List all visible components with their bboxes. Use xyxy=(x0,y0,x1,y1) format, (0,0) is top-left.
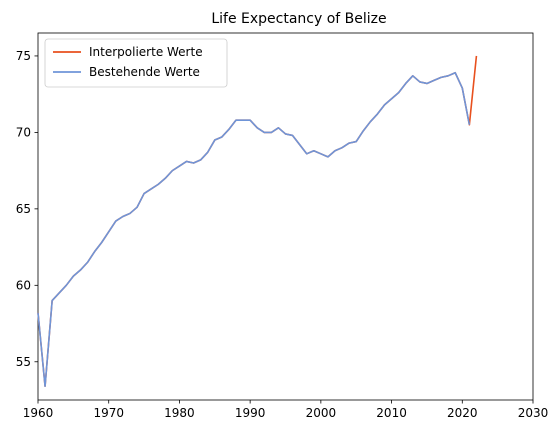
legend-box xyxy=(44,38,228,88)
legend-label: Interpolierte Werte xyxy=(89,45,203,59)
series-layer xyxy=(37,55,478,388)
plot-area xyxy=(37,32,534,401)
x-tick-label: 1970 xyxy=(93,406,124,420)
series-line-interpolated xyxy=(37,55,478,388)
x-tick-label: 1960 xyxy=(23,406,54,420)
x-tick-label: 2020 xyxy=(447,406,478,420)
chart-title: Life Expectancy of Belize xyxy=(211,11,386,27)
x-tick-label: 1990 xyxy=(235,406,266,420)
x-tick-label: 2030 xyxy=(518,406,549,420)
y-axis: 55 60 65 70 75 xyxy=(16,49,38,369)
series-line-existing xyxy=(37,71,471,388)
x-tick-label: 2000 xyxy=(306,406,337,420)
y-tick-label: 55 xyxy=(16,355,31,369)
legend-label: Bestehende Werte xyxy=(89,65,200,79)
legend: Interpolierte Werte Bestehende Werte xyxy=(44,38,228,88)
plot-frame xyxy=(37,32,534,401)
y-tick-label: 75 xyxy=(16,49,31,63)
x-tick-label: 2010 xyxy=(376,406,407,420)
y-tick-label: 60 xyxy=(16,278,31,292)
y-tick-label: 65 xyxy=(16,202,31,216)
y-tick-label: 70 xyxy=(16,125,31,139)
x-tick-label: 1980 xyxy=(164,406,195,420)
x-axis: 1960 1970 1980 1990 2000 2010 2020 2030 xyxy=(23,400,549,420)
